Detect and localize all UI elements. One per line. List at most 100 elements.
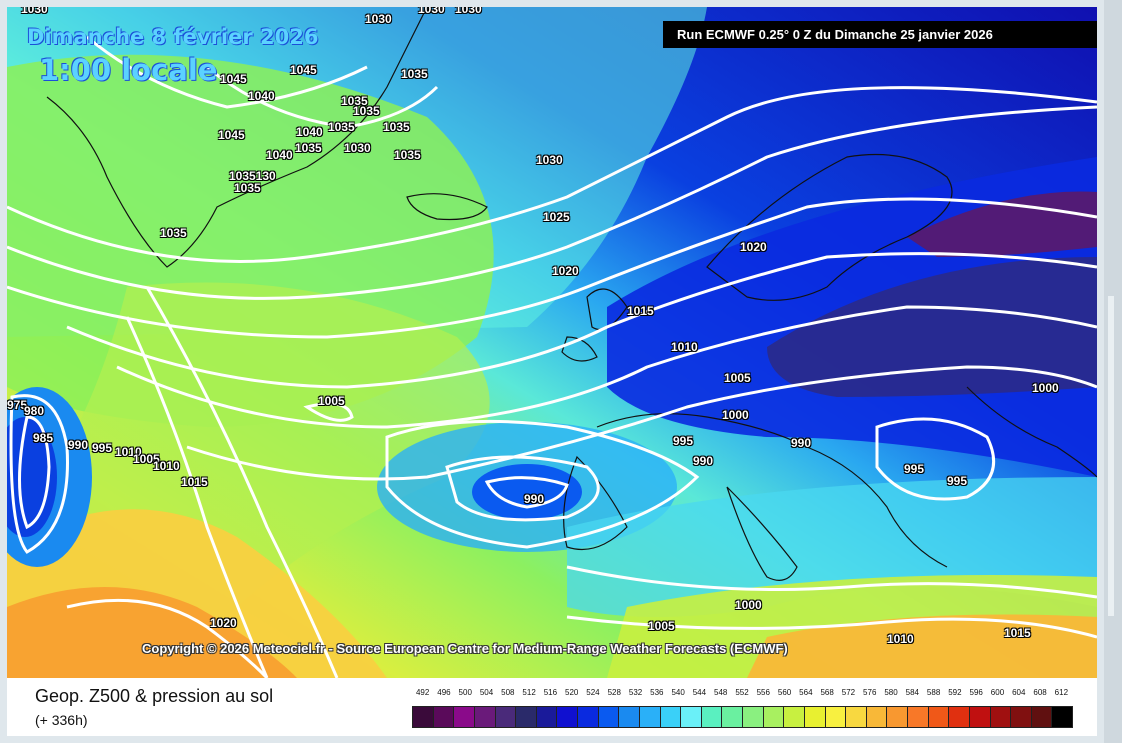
isobar-label: 1035 xyxy=(160,226,187,240)
scale-swatch xyxy=(721,706,743,728)
scale-swatch xyxy=(412,706,434,728)
geopotential-map-graphic xyxy=(7,7,1097,678)
scale-swatch xyxy=(659,706,682,728)
isobar-label: 990 xyxy=(693,454,714,468)
legend-forecast-offset: (+ 336h) xyxy=(35,712,88,728)
scale-tick-label: 548 xyxy=(714,688,728,697)
scale-tick-label: 572 xyxy=(841,688,856,697)
isobar-label: 1035 xyxy=(328,120,355,134)
isobars xyxy=(7,35,1097,678)
isobar-label: 1045 xyxy=(220,72,247,86)
copyright-notice: Copyright © 2026 Meteociel.fr - Source E… xyxy=(142,641,788,656)
scale-tick-label: 556 xyxy=(756,688,770,697)
scrollbar-track[interactable] xyxy=(1108,296,1114,616)
scale-tick-label: 600 xyxy=(990,688,1005,697)
isobar-label: 995 xyxy=(92,441,113,455)
isobar-label: 1035 xyxy=(353,104,380,118)
scale-tick-label: 512 xyxy=(522,688,536,697)
isobar-label: 1030 xyxy=(455,7,482,16)
isobar-label: 995 xyxy=(904,462,925,476)
isobar-label: 1005 xyxy=(318,394,345,408)
isobar-label: 1005 xyxy=(648,619,675,633)
scale-swatch xyxy=(638,706,661,728)
scale-swatch xyxy=(515,706,537,728)
isobar-label: 1030 xyxy=(344,141,371,155)
isobar-label: 990 xyxy=(791,436,812,450)
scale-tick-label: 580 xyxy=(884,688,898,697)
color-scale: 492 496 500 504 508 512 516 520 524 528 532 536 540 5… xyxy=(412,688,1073,732)
scale-swatch xyxy=(700,706,723,728)
scale-tick-label: 516 xyxy=(543,688,558,697)
scale-swatch xyxy=(1051,706,1073,728)
scale-swatch xyxy=(824,706,847,728)
isobar-label: 1005 xyxy=(133,452,160,466)
scale-swatch xyxy=(742,706,764,728)
europe-dark-core xyxy=(767,257,1097,397)
scale-swatch xyxy=(577,706,599,728)
isobar-label: 1010 xyxy=(115,445,142,459)
scale-swatch xyxy=(556,706,578,728)
scale-swatch xyxy=(968,706,991,728)
scale-swatch xyxy=(680,706,702,728)
scale-tick-label: 560 xyxy=(777,688,792,697)
isobar-label: 1010 xyxy=(887,632,914,646)
isobar-label: 1035130 xyxy=(229,169,276,183)
isobar-label: 1030 xyxy=(536,153,563,167)
isobar-label: 995 xyxy=(947,474,968,488)
scale-tick-label: 540 xyxy=(671,688,685,697)
scale-tick-label: 492 xyxy=(415,688,430,697)
isobar-label: 1015 xyxy=(1004,626,1031,640)
scale-tick-label: 576 xyxy=(863,688,877,697)
isobar-label: 975 xyxy=(7,398,28,412)
scale-tick-label: 496 xyxy=(437,688,451,697)
isobar-label: 985 xyxy=(33,431,54,445)
scale-tick-label: 564 xyxy=(799,688,813,697)
isobar-label: 1030 xyxy=(418,7,445,16)
scale-swatch xyxy=(865,706,888,728)
scale-tick-label: 508 xyxy=(501,688,515,697)
isobar-label: 1020 xyxy=(740,240,767,254)
scale-tick-label: 612 xyxy=(1054,688,1069,697)
scale-tick-label: 536 xyxy=(650,688,664,697)
scale-swatch xyxy=(762,706,785,728)
scale-swatch xyxy=(783,706,805,728)
scale-tick-label: 524 xyxy=(586,688,600,697)
isobar-label: 1035 xyxy=(401,67,428,81)
isobar-label: 1040 xyxy=(248,89,275,103)
scale-tick-label: 532 xyxy=(628,688,643,697)
scale-swatch xyxy=(886,706,908,728)
isobar-label: 1000 xyxy=(1032,381,1059,395)
isobar-label: 1045 xyxy=(290,63,317,77)
model-run-label: Run ECMWF 0.25° 0 Z du Dimanche 25 janvi… xyxy=(663,21,1097,48)
isobar-label: 1035 xyxy=(234,181,261,195)
isobar-label: 990 xyxy=(68,438,89,452)
isobar-label: 1000 xyxy=(735,598,762,612)
scale-tick-label: 500 xyxy=(458,688,472,697)
isobar-label: 1010 xyxy=(153,459,180,473)
forecast-map: Dimanche 8 février 2026 1:00 locale Run … xyxy=(7,7,1097,678)
scale-swatch xyxy=(473,706,496,728)
isobar-label: 1035 xyxy=(394,148,421,162)
scale-swatch xyxy=(1030,706,1053,728)
isobar-label: 1035 xyxy=(295,141,322,155)
scale-tick-label: 552 xyxy=(735,688,749,697)
scale-tick-label: 528 xyxy=(607,688,621,697)
isobar-label: 1040 xyxy=(296,125,323,139)
scale-tick-label: 608 xyxy=(1033,688,1047,697)
isobar-label: 1025 xyxy=(543,210,570,224)
isobar-label: 1015 xyxy=(181,475,208,489)
low-west-inner xyxy=(7,417,57,537)
scale-tick-label: 504 xyxy=(479,688,494,697)
isobar-label: 1010 xyxy=(671,340,698,354)
scale-tick-label: 520 xyxy=(564,688,579,697)
isobar-label: 1005 xyxy=(724,371,751,385)
legend-title: Geop. Z500 & pression au sol xyxy=(35,686,274,706)
scale-tick-label: 584 xyxy=(905,688,919,697)
scale-swatch xyxy=(597,706,620,728)
isobar-label: 1045 xyxy=(218,128,245,142)
scale-swatch xyxy=(845,706,867,728)
scale-swatch xyxy=(535,706,558,728)
scale-swatch xyxy=(494,706,517,728)
scale-swatch xyxy=(453,706,475,728)
